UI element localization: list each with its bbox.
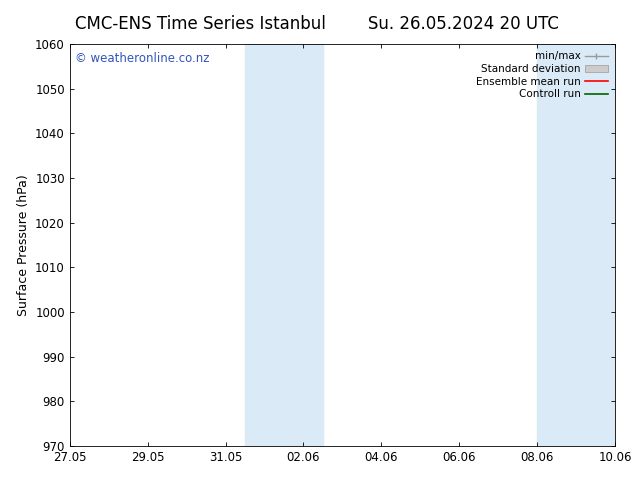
Y-axis label: Surface Pressure (hPa): Surface Pressure (hPa) [16, 174, 30, 316]
Bar [245, 44, 323, 446]
Text: CMC-ENS Time Series Istanbul        Su. 26.05.2024 20 UTC: CMC-ENS Time Series Istanbul Su. 26.05.2… [75, 15, 559, 33]
Legend: min/max, Standard deviation, Ensemble mean run, Controll run: min/max, Standard deviation, Ensemble me… [474, 49, 610, 101]
Text: © weatheronline.co.nz: © weatheronline.co.nz [75, 52, 210, 65]
Bar [537, 44, 615, 446]
